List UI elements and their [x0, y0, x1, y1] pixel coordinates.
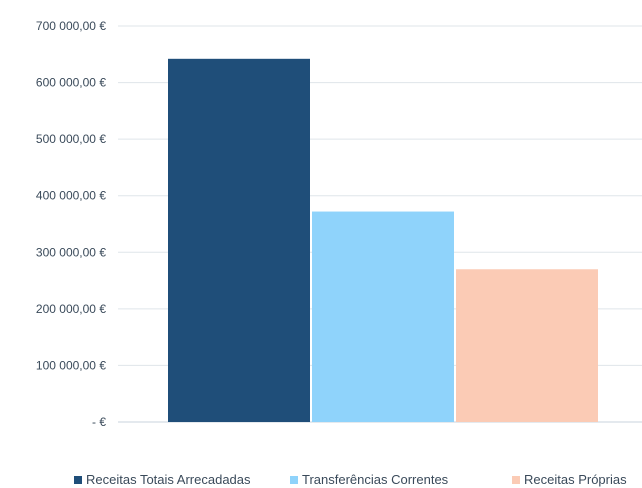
legend: Receitas Totais Arrecadadas Transferênci…	[0, 470, 642, 488]
legend-label-transferencias: Transferências Correntes	[302, 472, 449, 487]
legend-label-receitas-proprias: Receitas Próprias	[524, 472, 627, 487]
y-tick-label: 300 000,00 €	[36, 245, 106, 259]
y-tick-label: 700 000,00 €	[36, 19, 106, 33]
y-axis-ticks: - € 100 000,00 € 200 000,00 € 300 000,00 € 4…	[36, 19, 106, 429]
bar-2	[312, 211, 454, 422]
y-tick-label: 600 000,00 €	[36, 76, 106, 90]
legend-swatch-receitas-proprias	[512, 475, 520, 484]
y-tick-label: 100 000,00 €	[36, 358, 106, 372]
legend-swatch-receitas-totais	[74, 475, 82, 484]
bar-1	[168, 58, 310, 422]
legend-label-receitas-totais: Receitas Totais Arrecadadas	[86, 472, 251, 487]
y-tick-label: 400 000,00 €	[36, 189, 106, 203]
bars	[168, 58, 598, 422]
bar-3	[456, 269, 598, 422]
legend-swatch-transferencias	[290, 475, 298, 484]
legend-item-receitas-totais: Receitas Totais Arrecadadas	[74, 472, 251, 487]
legend-item-receitas-proprias: Receitas Próprias	[512, 472, 627, 487]
y-tick-label: 500 000,00 €	[36, 132, 106, 146]
y-tick-label: 200 000,00 €	[36, 302, 106, 316]
legend-item-transferencias: Transferências Correntes	[290, 472, 448, 487]
bar-chart: - € 100 000,00 € 200 000,00 € 300 000,00 € 4…	[36, 19, 642, 429]
y-tick-label: - €	[92, 415, 106, 429]
